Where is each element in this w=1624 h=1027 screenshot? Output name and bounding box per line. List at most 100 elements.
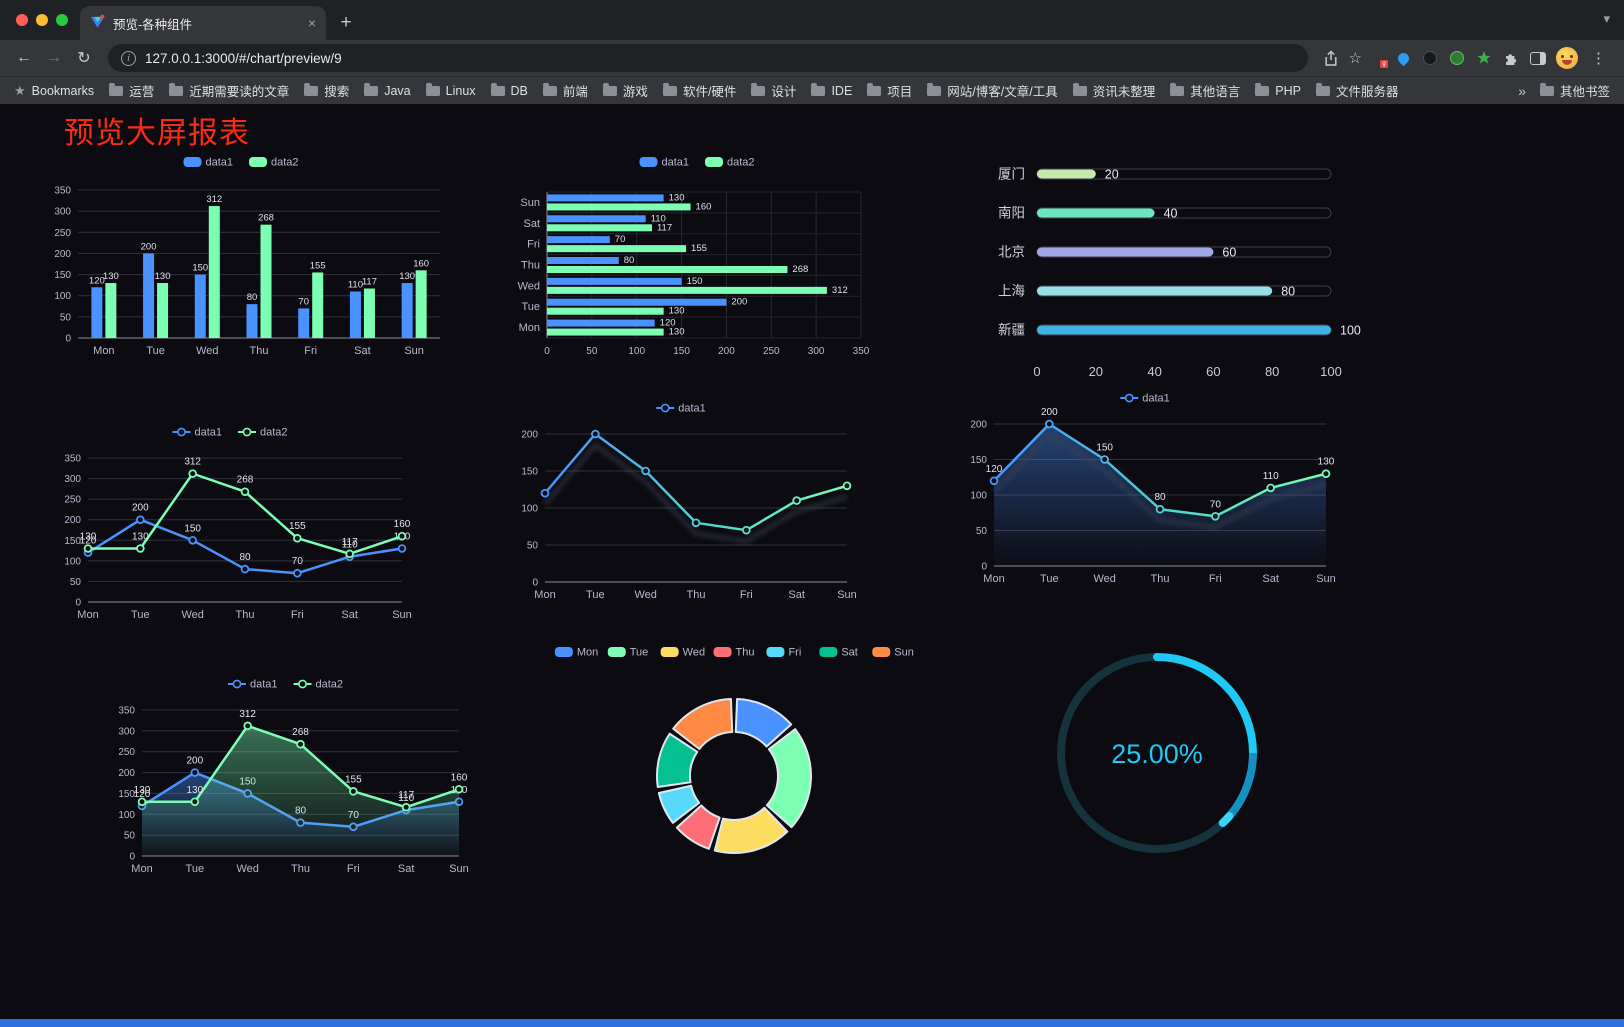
svg-text:Tue: Tue [521,301,540,313]
bookmark-folder[interactable]: 搜索 [304,81,349,100]
svg-text:80: 80 [1154,492,1166,503]
bookmark-folder[interactable]: PHP [1255,82,1301,98]
gauge-chart[interactable]: 25.00% [1048,650,1266,868]
bookmark-folder[interactable]: Java [364,82,411,98]
svg-text:130: 130 [1318,457,1335,468]
svg-text:50: 50 [527,541,539,552]
svg-text:100: 100 [970,491,987,502]
svg-text:data2: data2 [271,157,299,169]
svg-text:Fri: Fri [347,863,360,875]
svg-text:Tue: Tue [146,345,165,357]
svg-text:Wed: Wed [236,863,258,875]
extension-icon-green-circle[interactable] [1448,49,1466,67]
svg-text:250: 250 [64,495,81,506]
bookmark-folder[interactable]: 其他语言 [1170,81,1240,100]
bookmark-folder[interactable]: 近期需要读的文章 [169,81,289,100]
bookmark-folder[interactable]: 软件/硬件 [662,81,736,100]
multi-line-chart[interactable]: 0 50 100 150 200 250 300 350 Mon Tue Wed Thu Fri Sat S… [46,420,418,632]
bookmark-folder-label: DB [510,83,528,98]
bookmark-folder[interactable]: 文件服务器 [1315,81,1398,100]
forward-button[interactable]: → [46,49,62,66]
svg-text:150: 150 [1096,443,1113,454]
svg-text:150: 150 [184,523,201,534]
reload-button[interactable]: ↻ [77,50,91,67]
bookmark-folder-label: IDE [831,83,853,98]
gradient-area-line-chart[interactable]: 0 50 100 150 200 Mon Tue Wed Thu Fri Sat Sun 120 200 1… [952,386,1342,596]
svg-text:130: 130 [399,271,415,282]
folder-icon [662,82,677,96]
share-icon[interactable] [1322,49,1340,67]
grouped-bar-chart[interactable]: 0 50 100 150 200 250 300 350 Mon Tue Wed Thu Fri Sat S… [38,150,448,368]
svg-text:Mon: Mon [131,863,152,875]
bookmark-star-icon[interactable]: ☆ [1348,50,1362,67]
svg-text:Thu: Thu [250,345,269,357]
svg-text:70: 70 [292,556,304,567]
svg-text:200: 200 [718,346,735,357]
extensions-puzzle-icon[interactable] [1502,49,1520,67]
extension-icon-grid[interactable]: g [1371,51,1388,68]
address-bar[interactable]: i 127.0.0.1:3000/#/chart/preview/9 [108,44,1308,72]
svg-text:Fri: Fri [740,589,753,601]
svg-text:350: 350 [54,186,71,197]
bookmark-folder[interactable]: IDE [811,82,853,98]
svg-text:data1: data1 [662,157,690,169]
svg-text:312: 312 [832,285,848,296]
folder-icon [542,82,557,96]
close-window-button[interactable] [16,14,28,26]
gradient-line-chart[interactable]: 0 50 100 150 200 Mon Tue Wed Thu Fri Sat Sun data1 [503,396,863,612]
extension-icon-drop[interactable] [1394,49,1412,67]
bookmark-folder[interactable]: 网站/博客/文章/工具 [927,81,1058,100]
svg-text:268: 268 [292,727,309,738]
bookmark-folder[interactable]: 运营 [109,81,154,100]
svg-text:150: 150 [521,467,538,478]
browser-menu-icon[interactable]: ⋮ [1591,50,1606,67]
svg-text:160: 160 [451,772,468,783]
donut-chart[interactable]: Mon Tue Wed Thu Fri Sat Sun [550,638,918,878]
svg-text:312: 312 [239,709,256,720]
bookmark-folder[interactable]: Linux [425,82,476,98]
svg-text:300: 300 [118,726,135,737]
tab-close-icon[interactable]: × [307,15,316,31]
svg-text:350: 350 [118,706,135,717]
bookmark-folder[interactable]: 资讯未整理 [1072,81,1155,100]
extension-icon-dark-circle[interactable] [1421,49,1439,67]
bookmark-folder-label: 游戏 [622,85,648,99]
svg-text:200: 200 [132,503,149,514]
zoom-window-button[interactable] [56,14,68,26]
svg-text:Mon: Mon [519,322,540,334]
bookmarks-overflow-chevron[interactable]: » [1518,82,1526,99]
svg-text:0: 0 [1033,364,1040,379]
progress-bar-chart[interactable]: 厦门 20 南阳 40 北京 60 上海 80 新疆 100 0 20 40 60 80 100 [985,150,1365,390]
bookmarks-star-icon: ★ [14,82,26,98]
svg-text:268: 268 [792,264,808,275]
svg-text:Sat: Sat [788,589,805,601]
url-text[interactable]: 127.0.0.1:3000/#/chart/preview/9 [145,50,342,66]
new-tab-button[interactable]: + [340,12,352,33]
profile-avatar[interactable] [1556,47,1578,69]
side-panel-icon[interactable] [1529,49,1547,67]
other-bookmarks[interactable]: 其他书签 [1539,81,1610,100]
back-button[interactable]: ← [16,49,32,66]
svg-text:120: 120 [80,536,97,547]
extension-icon-green-star[interactable] [1475,49,1493,67]
area-line-chart[interactable]: 0 50 100 150 200 250 300 350 Mon Tue Wed Thu Fri Sat S… [100,672,475,886]
bookmark-folder[interactable]: DB [490,82,528,98]
minimize-window-button[interactable] [36,14,48,26]
page-content: 预览大屏报表 0 50 100 150 200 250 300 350 Mon Tue Wed Thu… [0,104,1624,1027]
svg-text:Thu: Thu [687,589,706,601]
tab-search-icon[interactable]: ▾ [1603,11,1610,26]
tab-favicon-icon [90,14,105,32]
site-info-icon[interactable]: i [121,50,136,66]
svg-text:268: 268 [237,475,254,486]
bookmarks-root[interactable]: ★ Bookmarks [14,83,94,99]
folder-icon [364,82,379,96]
bookmark-folder[interactable]: 设计 [751,81,796,100]
bookmark-folder[interactable]: 项目 [867,81,912,100]
svg-text:Sun: Sun [404,345,424,357]
toolbar-icons: ☆ g ⋮ [1318,47,1614,69]
browser-tab[interactable]: 预览-各种组件 × [80,6,326,40]
svg-text:200: 200 [118,768,135,779]
bookmark-folder[interactable]: 游戏 [602,81,648,100]
horizontal-bar-chart[interactable]: 0 50 100 150 200 250 300 350 Sun 130 160 Sat 110 117 F… [503,150,895,368]
bookmark-folder[interactable]: 前端 [542,81,588,100]
